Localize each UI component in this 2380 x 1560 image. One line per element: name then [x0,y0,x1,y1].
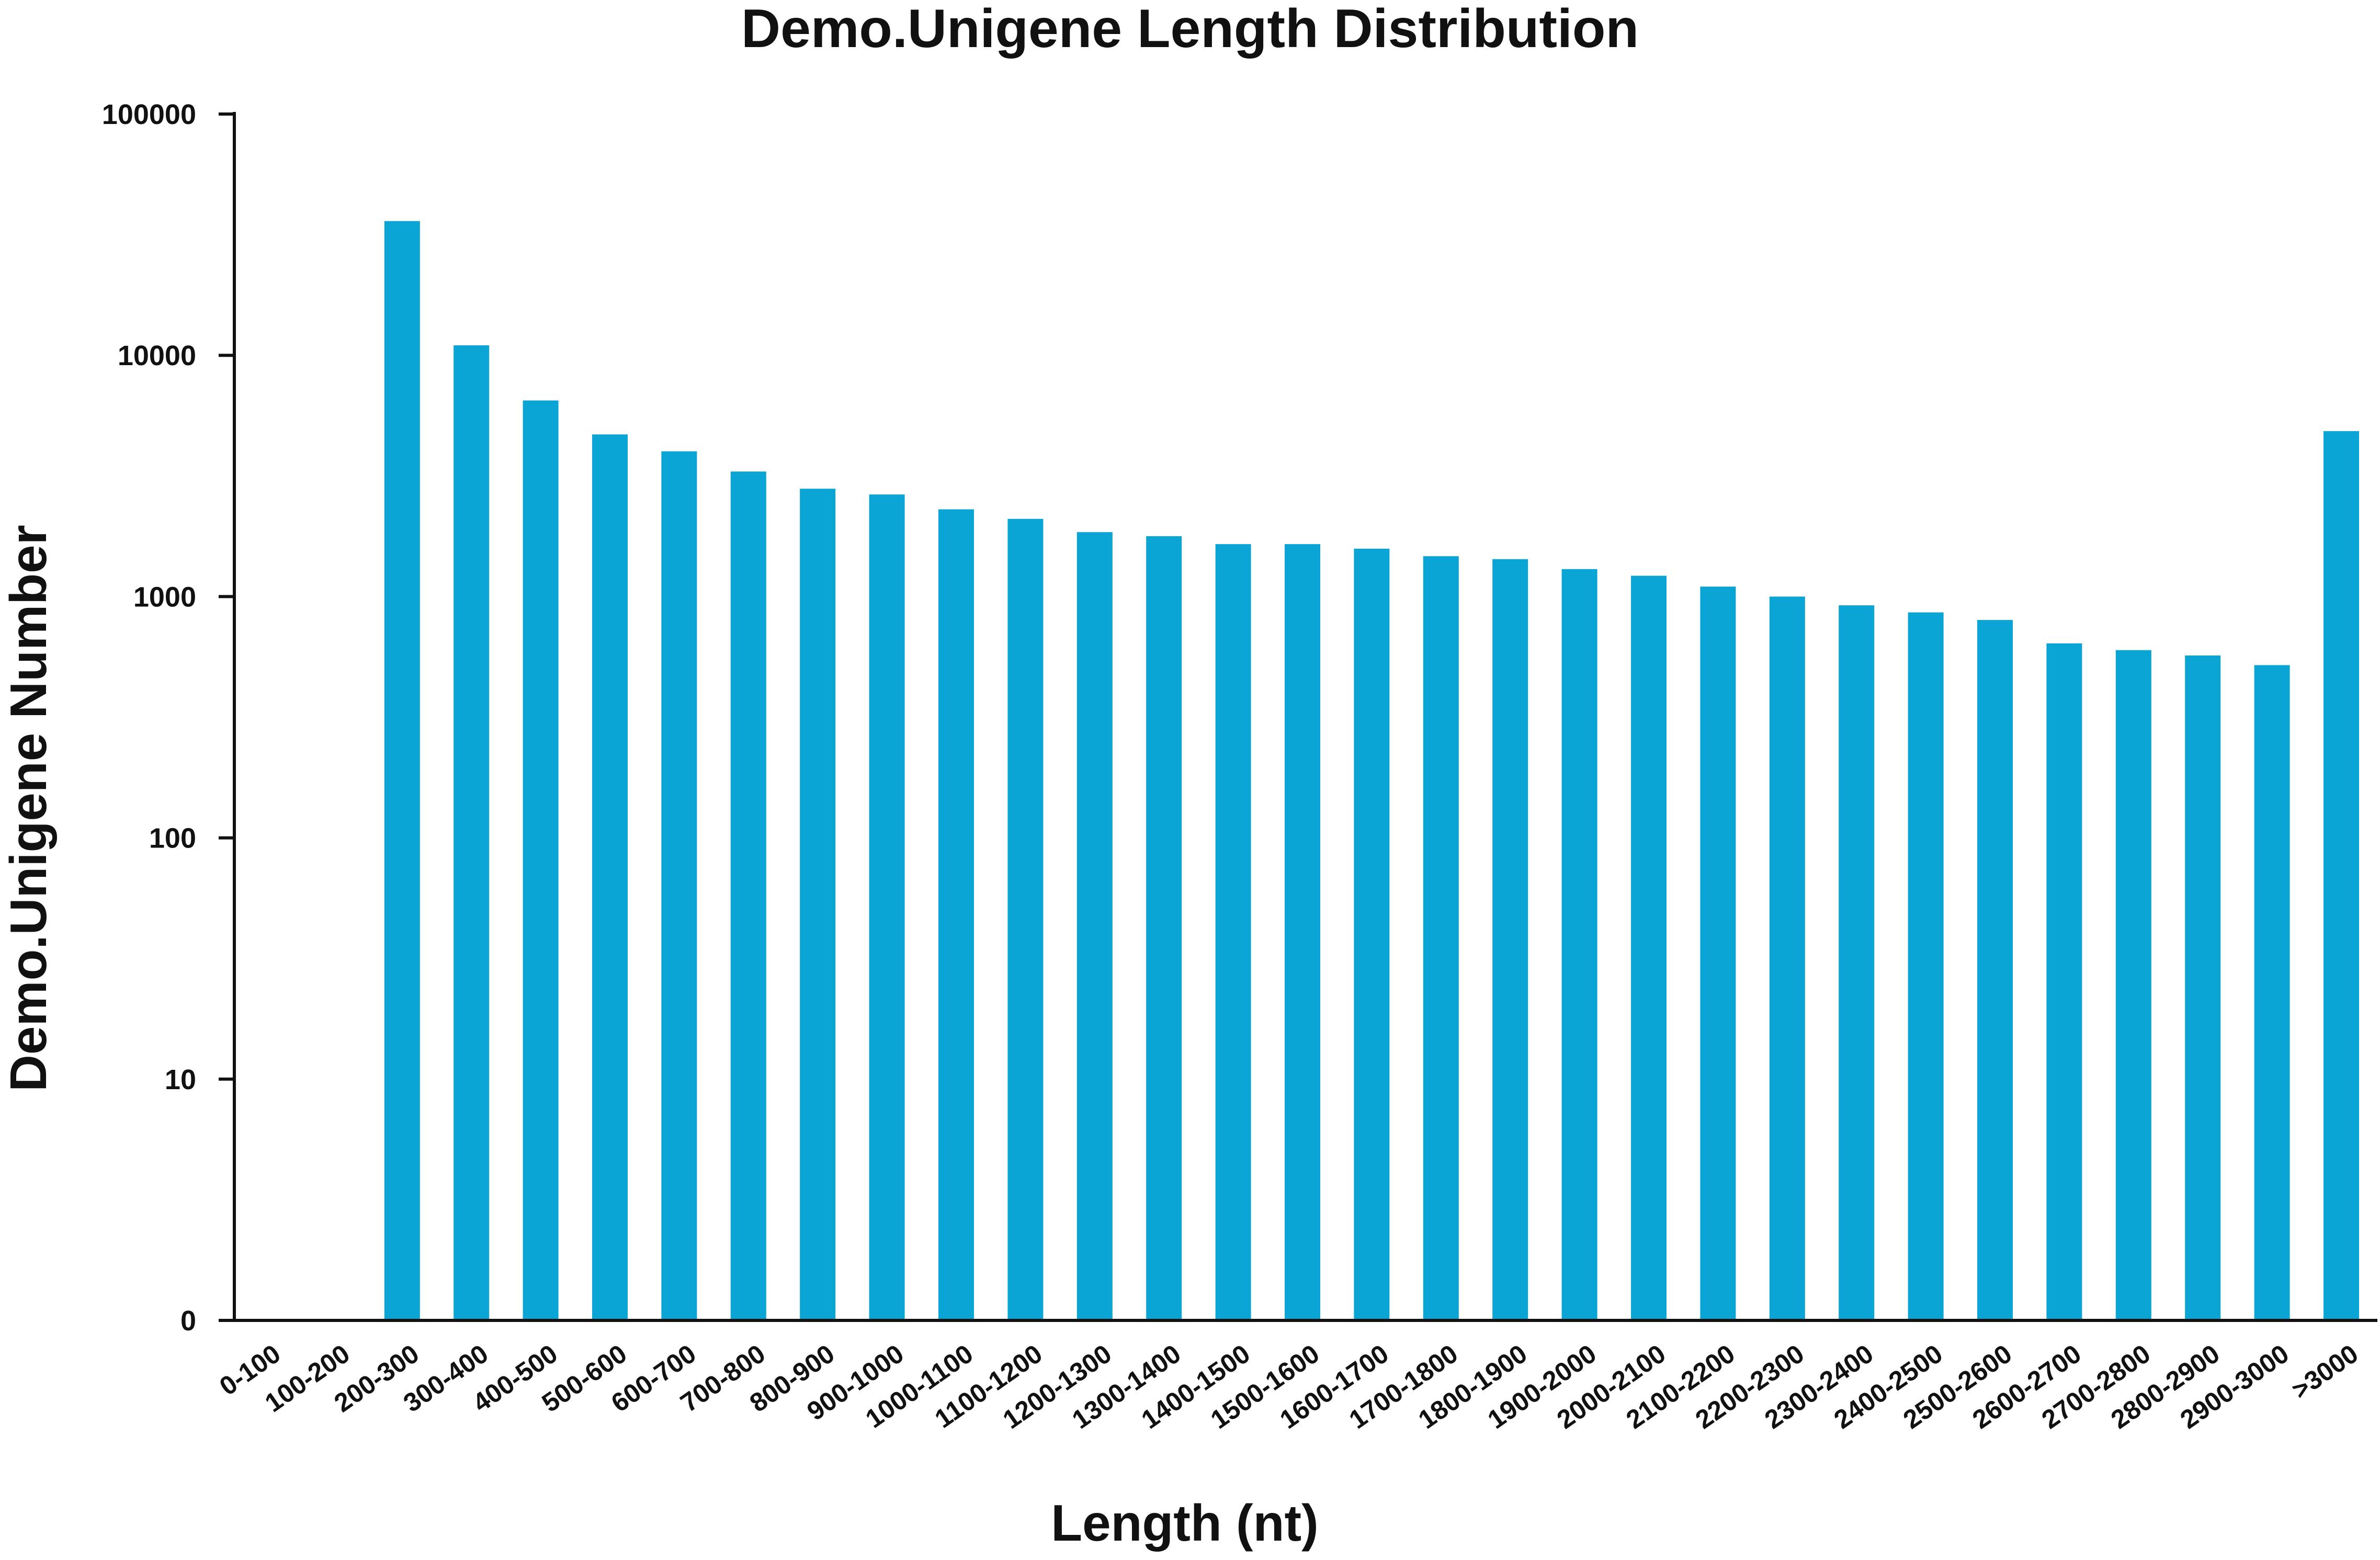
bar-1800-1900 [1492,559,1528,1320]
bar-500-600 [592,434,628,1320]
bars-group [384,221,2359,1321]
y-tick-label: 10 [165,1064,196,1095]
x-axis-title: Length (nt) [1051,1494,1319,1552]
bar-900-1000 [869,494,905,1321]
y-tick-label: 100000 [102,99,196,130]
y-tick-label: 10000 [118,340,196,371]
bar-2400-2500 [1908,612,1944,1320]
bar-800-900 [800,489,836,1321]
bar-2800-2900 [2185,655,2221,1320]
chart-title: Demo.Unigene Length Distribution [741,0,1639,59]
bar->3000 [2324,431,2359,1320]
bar-2600-2700 [2046,643,2082,1320]
bar-2900-3000 [2254,665,2290,1320]
y-tick-label: 0 [180,1305,196,1337]
bar-2700-2800 [2115,650,2151,1320]
bar-1300-1400 [1146,536,1182,1320]
bar-1200-1300 [1076,532,1113,1321]
y-tick-label: 1000 [133,581,196,613]
bar-2200-2300 [1769,596,1805,1320]
bar-300-400 [454,345,490,1320]
bar-1400-1500 [1215,544,1251,1320]
bar-2300-2400 [1839,605,1875,1320]
bar-1100-1200 [1007,518,1044,1320]
bar-2000-2100 [1631,575,1667,1320]
bar-400-500 [523,400,559,1320]
y-tick-label: 100 [149,823,196,854]
bar-1700-1800 [1423,556,1459,1320]
y-ticks-group: 0 10 100 1000 10000 100000 [102,99,234,1337]
bar-600-700 [661,451,697,1321]
x-tick-label: >3000 [2286,1339,2363,1405]
bar-1500-1600 [1285,544,1320,1320]
axes-group [233,112,2377,1322]
bar-1000-1100 [938,509,974,1320]
bar-1600-1700 [1354,548,1390,1320]
y-axis-title: Demo.Unigene Number [0,525,57,1092]
bar-1900-2000 [1561,569,1597,1320]
x-ticks-group: 0-100100-200200-300300-400400-500500-600… [214,1339,2363,1434]
bar-700-800 [730,471,766,1320]
bar-2100-2200 [1700,586,1736,1320]
bar-200-300 [384,221,420,1320]
bar-2500-2600 [1977,620,2013,1320]
